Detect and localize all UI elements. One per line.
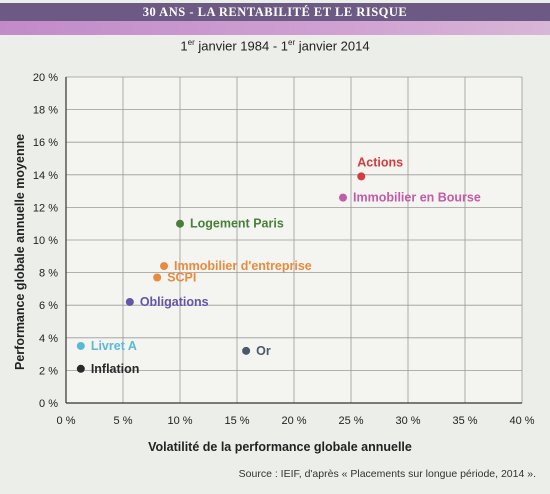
x-tick-label: 20 % [281, 415, 306, 427]
data-label: SCPI [167, 270, 196, 284]
y-tick-label: 4 % [39, 333, 58, 345]
y-tick-label: 12 % [33, 202, 58, 214]
y-tick-label: 16 % [33, 137, 58, 149]
y-tick-label: 10 % [33, 235, 58, 247]
y-tick-label: 2 % [39, 365, 58, 377]
data-label: Actions [357, 155, 403, 169]
data-point [153, 273, 162, 282]
title-banner [0, 3, 550, 21]
data-label: Logement Paris [190, 217, 284, 231]
y-tick-label: 8 % [39, 268, 58, 280]
data-point [125, 297, 134, 306]
data-point [357, 172, 366, 181]
data-label: Immobilier en Bourse [353, 191, 481, 205]
data-point [339, 193, 348, 202]
data-point [176, 219, 184, 228]
x-tick-label: 35 % [452, 415, 477, 427]
x-tick-label: 0 % [57, 415, 76, 427]
x-tick-label: 15 % [224, 415, 249, 427]
data-label: Inflation [91, 362, 140, 376]
data-label: Immobilier d'entreprise [174, 259, 312, 273]
data-point [76, 364, 85, 373]
data-label: Livret A [91, 339, 137, 353]
y-tick-label: 14 % [33, 170, 58, 182]
data-point [160, 262, 169, 271]
y-tick-label: 6 % [39, 300, 58, 312]
data-label: Obligations [140, 295, 209, 309]
y-tick-label: 18 % [33, 105, 58, 117]
banner-title: 30 ANS - LA RENTABILITÉ ET LE RISQUE [142, 5, 408, 19]
subtitle-part: janvier 1984 - 1 [194, 38, 288, 54]
data-point [242, 346, 251, 355]
y-axis-label: Performance globale annuelle moyenne [13, 133, 27, 370]
source-note: Source : IEIF, d'après « Placements sur … [238, 468, 536, 480]
subtitle-sup: er [187, 38, 195, 47]
subtitle-part: janvier 2014 [295, 38, 370, 54]
y-tick-label: 0 % [39, 398, 58, 410]
data-label: Or [256, 344, 271, 358]
x-tick-label: 25 % [338, 415, 363, 427]
data-point [76, 341, 85, 350]
banner-accent [0, 21, 550, 35]
subtitle-part: 1 [180, 38, 188, 54]
x-tick-label: 10 % [167, 415, 192, 427]
x-tick-label: 5 % [114, 415, 133, 427]
x-tick-label: 40 % [509, 415, 534, 427]
subtitle-sup: er [288, 38, 296, 47]
chart-subtitle: 1er janvier 1984 - 1er janvier 2014 [0, 38, 550, 56]
x-axis-label: Volatilité de la performance globale ann… [148, 440, 412, 454]
y-tick-label: 20 % [33, 72, 58, 84]
x-tick-label: 30 % [395, 415, 420, 427]
